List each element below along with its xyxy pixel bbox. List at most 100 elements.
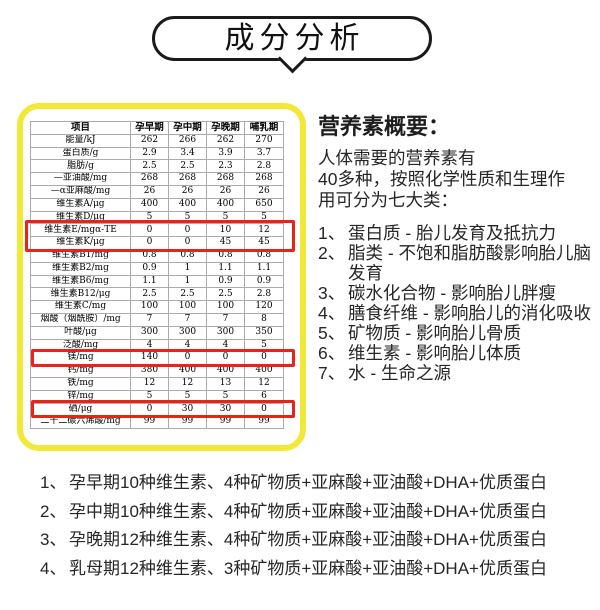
- table-cell: 2.9: [130, 146, 169, 161]
- table-cell: 300: [206, 325, 245, 340]
- table-cell: 26: [130, 184, 169, 199]
- table-cell: 300: [130, 325, 169, 340]
- list-item-number: 5、: [318, 323, 346, 343]
- table-row: 维生素C/mg 100 100 100 120: [30, 300, 284, 314]
- list-item-number: 2、: [40, 501, 67, 521]
- column-header: 哺乳期: [244, 121, 284, 135]
- list-item-text: 维生素 - 影响胎儿体质: [348, 343, 522, 363]
- row-label: 烟酸（烟酰胺）/mg: [30, 312, 131, 327]
- table-row: 泛酸/mg 4 4 4 5: [30, 338, 284, 353]
- list-item-number: 7、: [318, 363, 346, 383]
- table-cell: 100: [168, 300, 207, 314]
- table-row: 硒/μg 0 30 30 0: [30, 402, 284, 417]
- table-cell: 268: [206, 172, 245, 186]
- table-cell: 1.1: [244, 261, 284, 276]
- row-label: 维生素B2/mg: [30, 261, 131, 276]
- table-cell: 2.5: [130, 287, 169, 302]
- row-label: 叶酸/μg: [30, 325, 131, 340]
- row-label: 铁/mg: [30, 376, 131, 391]
- row-label: —亚油酸/mg: [30, 172, 131, 186]
- table-cell: 2.8: [244, 287, 284, 302]
- list-item-text: 孕中期10种维生素、4种矿物质+亚麻酸+亚油酸+DHA+优质蛋白: [69, 501, 547, 521]
- row-label: 维生素C/mg: [30, 300, 131, 314]
- table-cell: 3.4: [168, 146, 207, 161]
- list-item-number: 1、: [318, 223, 346, 243]
- table-cell: 1: [168, 274, 207, 289]
- nutrient-overview-panel: 营养素概要： 人体需要的营养素有 40多种，按照化学性质和生理作 用可分为七大类…: [318, 112, 598, 383]
- table-cell: 400: [206, 197, 245, 212]
- overview-heading: 营养素概要：: [318, 114, 451, 139]
- list-item-number: 3、: [40, 530, 67, 549]
- table-row: 维生素A/μg 400 400 400 650: [30, 197, 284, 212]
- column-header: 孕早期: [130, 121, 169, 135]
- table-cell: 7: [206, 312, 245, 327]
- table-row: 脂肪/g 2.5 2.5 2.3 2.8: [30, 159, 284, 174]
- table-cell: 7: [130, 312, 169, 327]
- table-cell: 1.1: [206, 261, 245, 276]
- table-cell: 268: [130, 172, 169, 186]
- list-item-text: 乳母期12种维生素、3种矿物质+亚麻酸+亚油酸+DHA+优质蛋白: [69, 558, 547, 578]
- table-cell: 262: [206, 133, 245, 148]
- table-cell: 1: [168, 261, 207, 276]
- table-cell: 1.1: [130, 274, 169, 289]
- table-row: —α亚麻酸/mg 26 26 26 26: [30, 184, 284, 199]
- table-cell: 13: [206, 376, 245, 391]
- table-row: 烟酸（烟酰胺）/mg 7 7 7 8: [30, 312, 284, 327]
- list-item-number: 2、: [318, 243, 346, 263]
- nutrient-table-wrap: 项目 孕早期 孕中期 孕晚期 哺乳期 能量/kJ 262 266 262 270 蛋白质/g 2.9 3…: [30, 121, 284, 430]
- nutrient-category-list: 1、 蛋白质 - 胎儿发育及抵抗力 2、 脂类 - 不饱和脂肪酸影响胎儿脑发育 3、 碳水…: [318, 223, 598, 383]
- table-cell: 0.9: [244, 274, 284, 289]
- highlight-box-vitamin-e-k: [25, 220, 295, 252]
- table-cell: 12: [130, 376, 169, 391]
- table-cell: 2.8: [244, 159, 284, 174]
- nutrient-category-item: 4、 膳食纤维 - 影响胎儿的消化吸收: [318, 303, 598, 323]
- table-cell: 650: [244, 197, 284, 212]
- list-item-number: 6、: [318, 343, 346, 363]
- table-cell: 270: [244, 133, 284, 148]
- table-row: 维生素B12/μg 2.5 2.5 2.5 2.8: [30, 287, 284, 302]
- table-cell: 26: [168, 184, 207, 199]
- table-row: 铁/mg 12 12 13 12: [30, 376, 284, 391]
- table-cell: 266: [168, 133, 207, 148]
- table-cell: 3.7: [244, 146, 284, 161]
- list-item-text: 孕早期10种维生素、4种矿物质+亚麻酸+亚油酸+DHA+优质蛋白: [69, 473, 547, 492]
- row-label: 能量/kJ: [30, 133, 131, 148]
- table-cell: 2.5: [168, 159, 207, 174]
- table-cell: 2.5: [130, 159, 169, 174]
- table-row: 维生素B2/mg 0.9 1 1.1 1.1: [30, 261, 284, 276]
- table-cell: 100: [130, 300, 169, 314]
- table-cell: 262: [130, 133, 169, 148]
- list-item-text: 蛋白质 - 胎儿发育及抵抗力: [348, 223, 557, 243]
- list-item-number: 1、: [40, 473, 67, 492]
- table-row: 维生素B6/mg 1.1 1 0.9 0.9: [30, 274, 284, 289]
- list-item-text: 膳食纤维 - 影响胎儿的消化吸收: [348, 303, 592, 323]
- table-cell: 2.5: [206, 287, 245, 302]
- table-cell: 12: [244, 376, 284, 391]
- column-header: 项目: [30, 121, 131, 135]
- list-item-number: 4、: [318, 303, 346, 323]
- table-cell: 7: [168, 312, 207, 327]
- table-cell: 2.5: [168, 287, 207, 302]
- title-bubble: 成分分析: [152, 16, 432, 74]
- column-header: 孕中期: [168, 121, 207, 135]
- nutrient-table: 项目 孕早期 孕中期 孕晚期 哺乳期 能量/kJ 262 266 262 270 蛋白质/g 2.9 3…: [30, 121, 284, 430]
- table-cell: 268: [244, 172, 284, 186]
- stage-formula-item: 3、 孕晚期12种维生素、4种矿物质+亚麻酸+亚油酸+DHA+优质蛋白: [40, 526, 596, 555]
- table-row: 蛋白质/g 2.9 3.4 3.9 3.7: [30, 146, 284, 161]
- table-cell: 26: [244, 184, 284, 199]
- table-cell: 3.9: [206, 146, 245, 161]
- row-label: 维生素B6/mg: [30, 274, 131, 289]
- highlight-box-magnesium: [31, 349, 295, 367]
- table-cell: 400: [130, 197, 169, 212]
- stage-formula-item: 4、 乳母期12种维生素、3种矿物质+亚麻酸+亚油酸+DHA+优质蛋白: [40, 555, 596, 584]
- list-item-number: 3、: [318, 283, 346, 303]
- nutrient-category-item: 6、 维生素 - 影响胎儿体质: [318, 343, 598, 363]
- nutrient-category-item: 2、 脂类 - 不饱和脂肪酸影响胎儿脑发育: [318, 243, 598, 283]
- list-item-number: 4、: [40, 558, 67, 578]
- list-item-text: 水 - 生命之源: [348, 363, 452, 383]
- paragraph-line: 用可分为七大类：: [318, 190, 458, 210]
- row-label: 维生素A/μg: [30, 197, 131, 212]
- column-header: 孕晚期: [206, 121, 245, 135]
- table-row: 维生素E/mgα-TE 0 0 10 12: [30, 223, 284, 238]
- table-cell: 12: [168, 376, 207, 391]
